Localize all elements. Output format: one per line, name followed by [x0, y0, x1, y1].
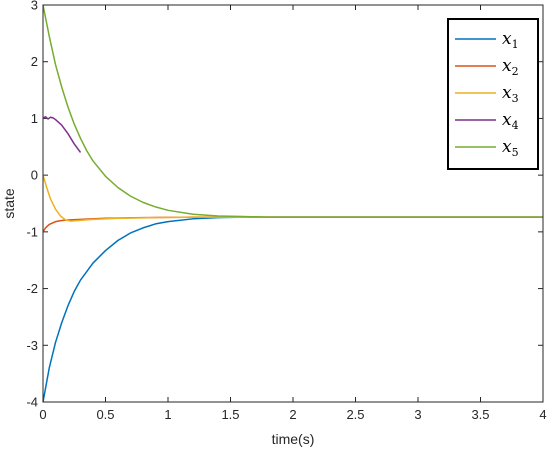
- x-tick-label: 1: [164, 407, 171, 422]
- x-tick-label: 3: [414, 407, 421, 422]
- legend-box: [447, 18, 539, 170]
- y-tick-label: -3: [26, 338, 38, 353]
- y-tick-label: -4: [26, 395, 38, 410]
- legend-label-base: x: [502, 56, 512, 76]
- legend-label-x2: x2: [502, 56, 519, 78]
- y-tick-label: 2: [31, 54, 38, 69]
- x-axis-label: time(s): [272, 431, 315, 447]
- legend-label-base: x: [502, 110, 512, 130]
- legend-label-x5: x5: [502, 137, 519, 159]
- plot-area-frame: [42, 4, 544, 403]
- legend-label-subscript: 4: [512, 119, 519, 132]
- y-axis-label: state: [1, 188, 17, 219]
- legend-label-base: x: [502, 137, 512, 157]
- series-lines: [42, 4, 543, 403]
- series-line-x3: [42, 174, 543, 222]
- legend-label-x3: x3: [502, 83, 519, 105]
- y-tick-label: -1: [26, 224, 38, 239]
- x-tick-label: 2.5: [346, 407, 364, 422]
- y-tick-label: 3: [31, 0, 38, 13]
- x-tick-label: 3.5: [471, 407, 489, 422]
- series-line-x4: [42, 115, 82, 153]
- legend-label-subscript: 2: [512, 65, 519, 78]
- x-tick-label: 2: [289, 407, 296, 422]
- series-line-x1: [42, 216, 543, 403]
- x-tick-label: 0.5: [96, 407, 114, 422]
- y-tick-label: 1: [31, 111, 38, 126]
- axis-ticks: 0 0.5 1 1.5 2 2.5 3 3.5 4 -4 -3 -2 -1 0 1 2 3: [26, 0, 546, 422]
- x-tick-label: 1.5: [221, 407, 239, 422]
- y-tick-label: -2: [26, 281, 38, 296]
- legend-label-base: x: [502, 83, 512, 103]
- legend-label-x4: x4: [502, 110, 519, 132]
- legend-label-x1: x1: [502, 29, 519, 51]
- legend-label-base: x: [502, 29, 512, 49]
- series-line-x5: [42, 4, 543, 218]
- x-tick-label: 0: [39, 407, 46, 422]
- x-tick-label: 4: [539, 407, 546, 422]
- y-tick-label: 0: [31, 168, 38, 183]
- legend-label-subscript: 3: [512, 92, 519, 105]
- legend-label-subscript: 1: [512, 38, 519, 51]
- legend-label-subscript: 5: [512, 146, 519, 159]
- series-line-x2: [42, 216, 543, 233]
